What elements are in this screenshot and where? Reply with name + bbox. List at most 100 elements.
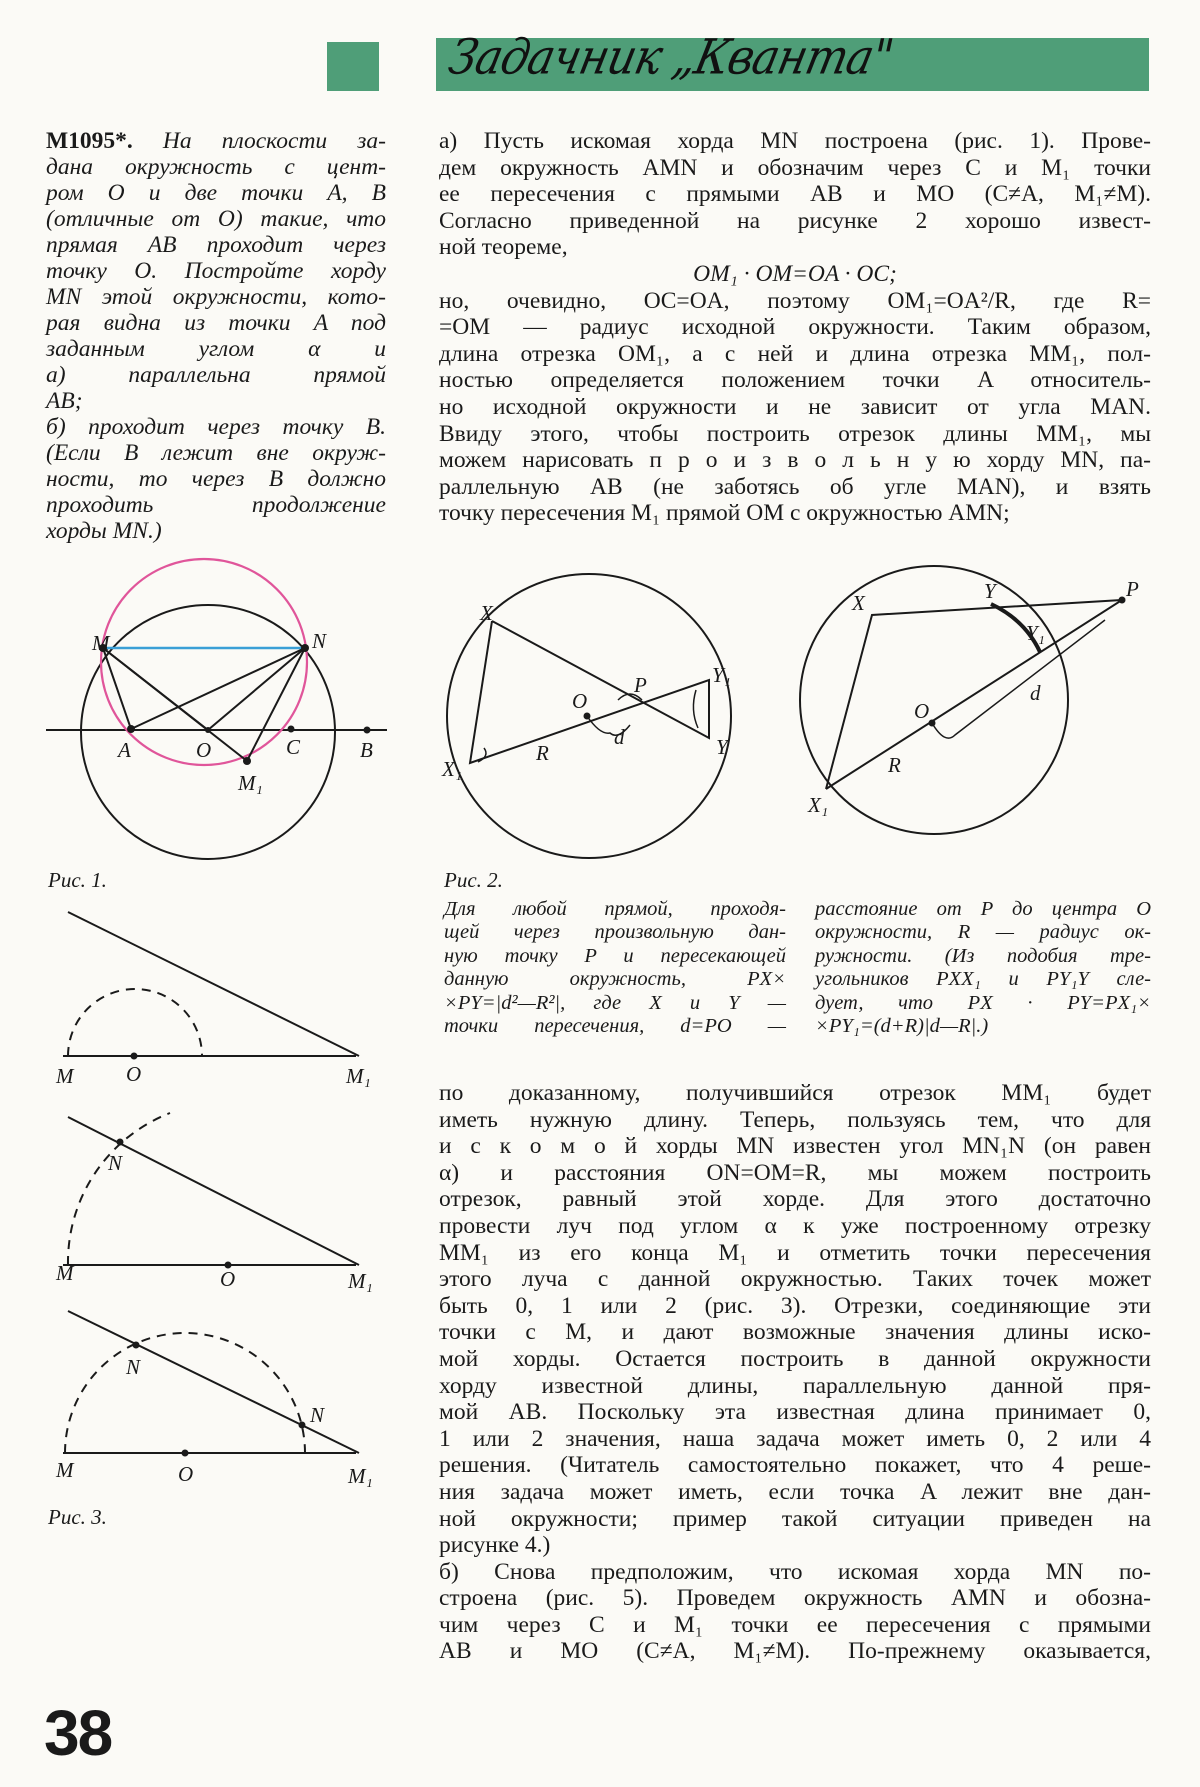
label-y: Y [984,579,998,603]
segment-on [207,647,306,731]
text-line: быть 0, 1 или 2 (рис. 3). Отрезки, соеди… [439,1292,1151,1319]
text-line: решения. (Читатель самостоятельно покаже… [439,1452,1151,1479]
text-line: =OM — радиус исходной окружности. Таким … [439,314,1151,341]
text-line: точку O. Постройте хорду [46,258,386,284]
text-line: ружности. (Из подобия тре- [815,944,1151,967]
label-n: N [309,1403,325,1427]
label-y1: Y₁ [1026,621,1045,645]
text-line: Для любой прямой, проходя- [444,898,786,920]
text-line: расстояние от P до центра O [815,898,1151,920]
text-line: точки с M, и дают возможные значения дли… [439,1319,1151,1346]
text-line: длина отрезка OM₁, а с ней и длина отрез… [439,340,1151,367]
solution-part-a: а) Пусть искомая хорда MN построена (рис… [439,128,1151,527]
text-line: ностью определяется положением точки A о… [439,367,1151,394]
label-d: d [1030,681,1041,705]
text-line: Ввиду этого, чтобы построить отрезок дли… [439,420,1151,447]
text-line: ее пересечения с прямыми AB и MO (C≠A, M… [439,181,1151,208]
text-line: чим через C и M₁ точки ее пересечения с … [439,1611,1151,1638]
circle-amn [99,557,309,767]
problem-first-line: М1095*. На плоскости за- [46,128,386,154]
text-line: MM₁ из его конца M₁ и отметить точки пер… [439,1239,1151,1266]
label-r: R [887,753,901,777]
text-line: б) проходит через точку B. [46,414,386,440]
text-line: окружности, R — радиус ок- [815,921,1151,944]
text-line: угольников PXX₁ и PY₁Y сле- [815,968,1151,991]
text-line: а) Пусть искомая хорда MN построена (рис… [439,128,1151,154]
label-m: M [55,1458,75,1482]
text-line: проходить продолжение [46,492,386,518]
text-line: AB и MO (C≠A, M₁≠M). По-прежнему оказыва… [439,1638,1151,1665]
text-line: дует, что PX · PY=PX₁× [815,991,1151,1014]
text-line: но исходной окружности и не зависит от у… [439,393,1151,420]
problem-number: М1095*. [46,128,133,154]
label-x1: X₁ [807,793,828,817]
text-line: иметь нужную длину. Теперь, пользуясь те… [439,1106,1151,1133]
text-line: рая видна из точки A под [46,310,386,336]
label-m: M [55,1261,75,1285]
segment-mo [102,647,209,731]
label-o: O [196,738,211,762]
text-line: прямая AB проходит через [46,232,386,258]
page-number: 38 [44,1697,113,1769]
label-o: O [220,1267,235,1291]
text-line: мой хорды. Остается построить в данной о… [439,1345,1151,1372]
text-line: щей через произвольную дан- [444,921,786,944]
text-line: (Если B лежит вне окруж- [46,440,386,466]
text-line: ную точку P и пересекающей [444,944,786,967]
label-b: B [360,738,373,762]
text-line: б) Снова предположим, что искомая хорда … [439,1558,1151,1585]
text-line: по доказанному, получившийся отрезок MM₁… [439,1080,1151,1106]
text-line: α) и расстояния ON=OM=R, мы можем постро… [439,1159,1151,1186]
section-marker [327,42,379,91]
text-line: провести луч под углом α к уже построенн… [439,1212,1151,1239]
label-m1: M₁ [237,771,263,795]
text-line: заданным углом α и [46,336,386,362]
text-line: а) параллельна прямой [46,362,386,388]
problem-statement: М1095*. На плоскости за- дана окружность… [46,128,386,544]
label-m1: M₁ [347,1269,373,1293]
solution-continued: по доказанному, получившийся отрезок MM₁… [439,1080,1151,1665]
text-line: и с к о м о й хорды MN известен угол MN₁… [439,1133,1151,1160]
text-line: ×PY₁=(d+R)|d—R|.) [815,1014,989,1037]
figure-1 [46,557,387,860]
problem-line: На плоскости за- [162,128,387,154]
label-p: P [633,673,647,697]
text-line: хорду известной длины, параллельную данн… [439,1372,1151,1399]
given-circle [80,604,336,860]
figure-3 [63,911,360,1457]
text-line: но, очевидно, OC=OA, поэтому OM₁=OA²/R, … [439,287,1151,314]
label-d: d [614,725,625,749]
text-line: Согласно приведенной на рисунке 2 хорошо… [439,207,1151,234]
text-line: ной теореме, [439,234,568,261]
fig2-caption-text-left: Для любой прямой, проходя-щей через прои… [444,898,786,1038]
label-c: C [286,735,301,759]
label-y1: Y₁ [712,663,731,687]
text-line: ной окружности; пример такой ситуации пр… [439,1505,1151,1532]
text-line: этого луча с данной окружностью. Таких т… [439,1266,1151,1293]
label-a: A [116,738,131,762]
label-o: O [914,699,929,723]
label-r: R [535,741,549,765]
text-line: мой AB. Поскольку эта известная длина пр… [439,1399,1151,1426]
figure-2-left [446,573,732,859]
label-o: O [572,689,587,713]
text-line: ния задача может иметь, если точка A леж… [439,1478,1151,1505]
text-line: MN этой окружности, кото- [46,284,386,310]
fig1-caption: Рис. 1. [47,868,107,892]
label-x1: X₁ [441,757,462,781]
text-line: ×PY=|d²—R²|, где X и Y — [444,991,786,1014]
text-line: рисунке 4.) [439,1532,551,1559]
section-banner: Задачник „Кванта" [436,29,1149,91]
label-n: N [125,1355,141,1379]
label-m1: M₁ [347,1464,373,1488]
label-o: O [178,1462,193,1486]
text-line: дана окружность с цент- [46,154,386,180]
text-line: дем окружность AMN и обозначим через C и… [439,154,1151,181]
text-line: OM₁ · OM=OA · OC; [693,260,897,287]
figure-2-right [799,565,1126,835]
label-x: X [479,601,494,625]
text-line: можем нарисовать п р о и з в о л ь н у ю… [439,447,1151,474]
label-n: N [107,1151,123,1175]
text-line: строена (рис. 5). Проведем окружность AM… [439,1585,1151,1612]
